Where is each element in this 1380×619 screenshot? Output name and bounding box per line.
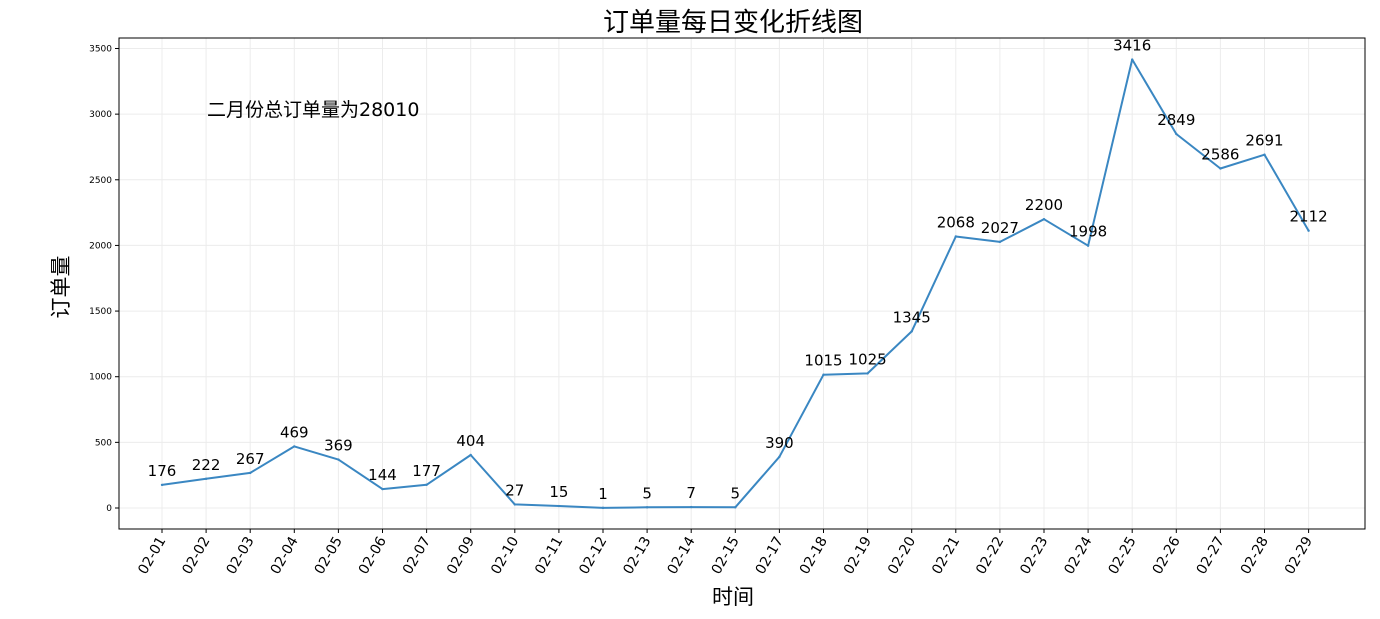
data-point [204,477,208,481]
y-tick-label: 2000 [89,241,112,251]
grid-lines [119,38,1365,529]
x-tick-label: 02-01 [135,534,169,577]
x-tick-label: 02-18 [797,534,831,577]
x-tick-label: 02-11 [532,534,566,577]
data-point [910,330,913,333]
data-label: 404 [456,432,485,450]
y-tick-label: 3000 [89,110,112,120]
x-tick-label: 02-23 [1017,534,1051,577]
plot-frame [118,37,1366,530]
y-tick-label: 1500 [89,307,112,317]
data-label: 2586 [1201,145,1239,163]
data-label: 3416 [1113,37,1151,55]
data-label: 27 [505,481,524,499]
x-tick-label: 02-25 [1105,534,1139,577]
x-tick-label: 02-22 [973,534,1007,577]
x-tick-label: 02-27 [1194,534,1228,577]
y-tick-label: 500 [95,438,112,448]
data-label: 1 [598,485,608,503]
data-point [293,445,296,448]
data-point [557,504,561,508]
data-point [601,506,605,510]
x-tick-label: 02-15 [709,534,743,577]
data-label: 469 [280,423,309,441]
y-tick-label: 0 [106,504,112,514]
data-point [778,455,781,458]
x-tick-label: 02-21 [929,534,963,577]
x-tick-label: 02-05 [312,534,346,577]
data-point [337,458,340,461]
x-tick-label: 02-17 [753,534,787,577]
data-point [954,235,957,238]
x-tick-label: 02-19 [841,534,875,577]
data-point [866,372,869,375]
x-tick-label: 02-10 [488,534,522,577]
data-point [425,483,428,486]
data-point [690,505,693,509]
x-axis-title: 时间 [712,585,754,609]
x-tick-label: 02-24 [1061,534,1095,577]
data-label: 5 [642,484,652,502]
data-label: 1998 [1069,223,1107,241]
x-tick-label: 02-13 [620,534,654,577]
data-label: 7 [686,484,696,502]
data-label: 2691 [1245,132,1283,150]
x-tick-label: 02-20 [885,534,919,577]
data-label: 2068 [937,214,975,232]
data-point [381,487,384,491]
data-point [822,373,825,376]
x-tick-label: 02-14 [664,534,698,577]
y-tick-label: 3500 [89,45,112,55]
data-point [645,506,649,509]
chart-title: 订单量每日变化折线图 [603,8,863,38]
x-tick-label: 02-06 [356,534,390,577]
data-label: 2112 [1290,208,1328,226]
x-tick-label: 02-12 [576,534,610,577]
data-point [1131,58,1134,61]
x-tick-label: 02-04 [268,534,302,577]
data-label: 15 [549,483,568,501]
data-label: 144 [368,466,397,484]
data-point [1263,153,1266,156]
y-axis-title: 订单量 [49,256,73,319]
x-tick-label: 02-07 [400,534,434,577]
data-point [998,240,1002,244]
data-point [513,503,516,506]
data-label: 390 [765,434,794,452]
x-tick-label: 02-26 [1150,534,1184,577]
data-point [249,471,252,475]
x-tick-label: 02-09 [444,534,478,577]
data-label: 177 [412,462,441,480]
data-label: 222 [192,456,221,474]
data-point [1086,244,1090,247]
y-tick-label: 2500 [89,176,112,186]
data-point [1175,132,1178,136]
data-point [469,453,472,457]
data-label: 2027 [981,219,1019,237]
x-tick-label: 02-28 [1238,534,1272,577]
data-point [1307,229,1310,232]
data-label: 369 [324,437,353,455]
data-label: 1345 [893,308,931,326]
data-label: 1015 [804,352,842,370]
data-point [1219,167,1222,170]
data-label: 176 [148,462,177,480]
data-point [160,483,164,487]
y-tick-label: 1000 [89,373,112,383]
data-label: 1025 [849,350,887,368]
data-label: 2849 [1157,111,1195,129]
data-label: 267 [236,450,265,468]
x-tick-label: 02-02 [179,534,213,577]
total-orders-annotation: 二月份总订单量为28010 [207,99,419,121]
x-tick-label: 02-29 [1282,534,1316,577]
x-tick-label: 02-03 [223,534,257,577]
data-label: 5 [731,484,741,502]
data-label: 2200 [1025,196,1063,214]
data-point [1042,217,1046,221]
data-point [734,506,737,509]
